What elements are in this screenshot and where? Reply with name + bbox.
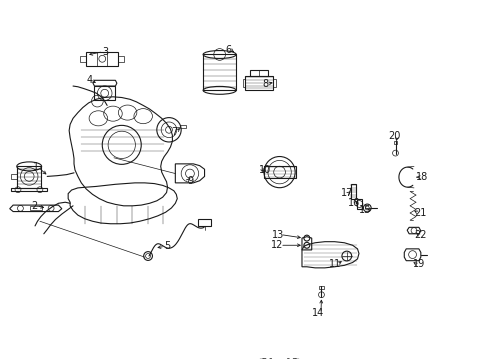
Text: 5: 5: [164, 241, 170, 251]
Bar: [203, 54, 236, 90]
Text: 13: 13: [271, 230, 283, 239]
Text: 12: 12: [271, 240, 283, 250]
Text: 21: 21: [414, 208, 426, 218]
Text: 3: 3: [102, 46, 108, 57]
Text: 7: 7: [170, 127, 177, 136]
Text: 6: 6: [225, 45, 231, 55]
Text: 22: 22: [414, 230, 426, 239]
Text: 20: 20: [387, 131, 400, 141]
Text: 11: 11: [328, 259, 340, 269]
Text: 2: 2: [31, 201, 37, 211]
Text: 14: 14: [312, 309, 324, 318]
Text: 19: 19: [412, 259, 424, 269]
Text: 4: 4: [86, 75, 92, 85]
Text: 16: 16: [347, 198, 360, 208]
Text: 18: 18: [415, 172, 427, 182]
Text: 1: 1: [33, 162, 39, 172]
Text: 8: 8: [262, 79, 267, 89]
Text: 17: 17: [340, 188, 352, 198]
Text: 15: 15: [358, 206, 371, 216]
Text: 10: 10: [258, 165, 270, 175]
Text: 9: 9: [186, 176, 193, 186]
